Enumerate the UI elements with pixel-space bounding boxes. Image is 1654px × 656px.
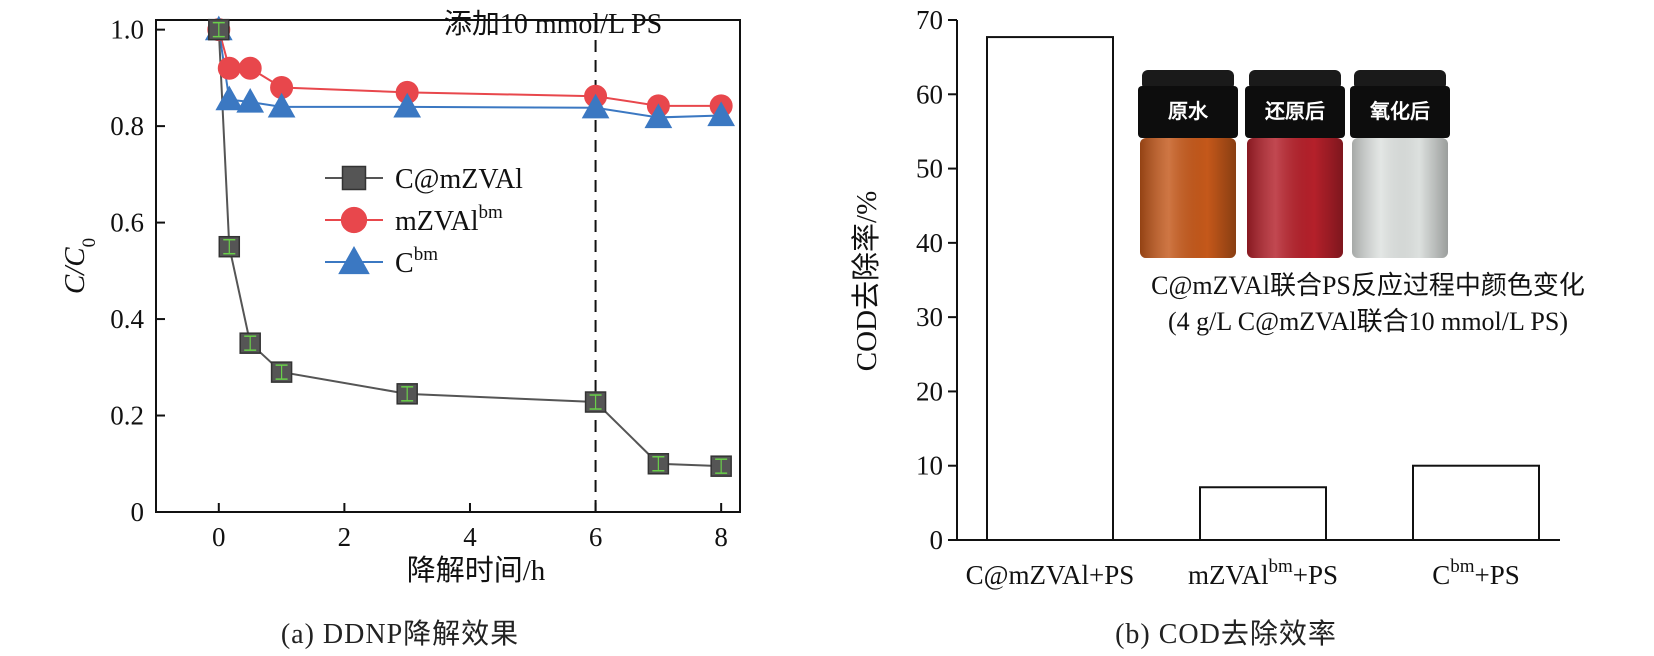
caption-b: (b) COD去除效率: [1115, 618, 1337, 650]
y-tick-label: 10: [916, 451, 943, 481]
bar: [1199, 486, 1327, 541]
series-line: [217, 29, 722, 107]
inset-caption-line2: (4 g/L C@mZVAl联合10 mmol/L PS): [1168, 307, 1568, 336]
bar: [1412, 464, 1540, 542]
y-axis-b: 0 10 20 30 40 50 60 70: [916, 5, 957, 555]
data-point: [581, 93, 610, 119]
y-tick-label: 50: [916, 154, 943, 184]
data-point: [215, 85, 244, 111]
x-tick-label: 0: [212, 522, 226, 552]
y-tick-label: 0.2: [110, 401, 144, 431]
bars-b: [986, 36, 1540, 542]
x-axis-label-a: 降解时间/h: [407, 554, 546, 587]
vial-label: 原水: [1168, 99, 1209, 123]
legend-marker: [338, 246, 370, 275]
legend-label: Cbm: [395, 244, 438, 279]
series-line: [217, 29, 722, 468]
data-point: [267, 92, 296, 118]
vial-cap: [1350, 86, 1450, 138]
y-tick-label: 40: [916, 228, 943, 258]
vial-cap-top: [1354, 70, 1446, 90]
legend-a: C@mZVAl mZVAlbm Cbm: [325, 164, 523, 279]
legend-marker: [341, 165, 367, 191]
data-point: [217, 56, 241, 80]
y-tick-label: 0.8: [110, 111, 144, 141]
ps-addition-label: 添加10 mmol/L PS: [444, 9, 662, 40]
y-tick-label: 0.4: [110, 304, 144, 334]
data-point: [707, 101, 736, 127]
x-axis-b: C@mZVAl+PS mZVAlbm+PS Cbm+PS: [966, 556, 1520, 590]
vial-cap: [1245, 86, 1345, 138]
bar-chart-panel: 0 10 20 30 40 50 60 70 COD去除率/% C@mZVAl+PS mZVAl…: [850, 5, 1585, 650]
vial: 还原后: [1245, 70, 1345, 258]
x-tick-label: 4: [463, 522, 477, 552]
plot-frame-a: [155, 19, 741, 513]
legend-label: C@mZVAl: [395, 164, 523, 195]
vial-glass: [1140, 138, 1236, 258]
y-axis-a: 0 0.2 0.4 0.6 0.8 1.0: [110, 15, 165, 527]
data-point: [236, 87, 265, 113]
vial-cap-top: [1142, 70, 1234, 90]
y-tick-label: 20: [916, 376, 943, 406]
category-label: C@mZVAl+PS: [966, 560, 1135, 590]
series-mzval: [217, 29, 722, 107]
vial-label: 氧化后: [1369, 99, 1430, 123]
data-point: [238, 56, 262, 80]
y-tick-label: 70: [916, 5, 943, 35]
series-markers: [208, 18, 732, 477]
x-tick-label: 2: [338, 522, 352, 552]
inset-caption-line1: C@mZVAl联合PS反应过程中颜色变化: [1151, 271, 1585, 300]
y-axis-label-a: C/C0: [59, 238, 100, 294]
series-group-a: [204, 15, 736, 477]
x-axis-a: 0 2 4 6 8: [212, 503, 728, 552]
legend-label: mZVAlbm: [395, 202, 503, 237]
data-point: [393, 92, 422, 118]
y-tick-label: 1.0: [110, 15, 144, 45]
x-tick-label: 8: [714, 522, 728, 552]
vial: 原水: [1138, 70, 1238, 258]
y-tick-label: 0.6: [110, 208, 144, 238]
y-axis-label-b: COD去除率/%: [850, 191, 883, 371]
bar: [986, 36, 1114, 541]
y-tick-label: 30: [916, 302, 943, 332]
y-tick-label: 60: [916, 79, 943, 109]
vial-glass: [1247, 138, 1343, 258]
legend-marker: [340, 206, 368, 234]
line-chart-panel: 0 0.2 0.4 0.6 0.8 1.0 0 2 4 6 8 降解时间/h C/C0 添加10 …: [59, 9, 741, 650]
vial-photo-inset: 原水 还原后 氧化后 C@mZVAl联合PS反应过程中颜色变化 (4 g/L C@m…: [1138, 70, 1585, 336]
vial-glass: [1352, 138, 1448, 258]
category-label: Cbm+PS: [1432, 556, 1520, 590]
series-c-mzval: [217, 29, 722, 468]
y-tick-label: 0: [131, 497, 145, 527]
vial-label: 还原后: [1264, 99, 1325, 123]
vial-cap: [1138, 86, 1238, 138]
vial-cap-top: [1249, 70, 1341, 90]
caption-a: (a) DDNP降解效果: [281, 618, 519, 650]
category-label: mZVAlbm+PS: [1188, 556, 1338, 590]
vial: 氧化后: [1350, 70, 1450, 258]
x-tick-label: 6: [589, 522, 603, 552]
data-point: [644, 103, 673, 129]
y-tick-label: 0: [930, 525, 944, 555]
